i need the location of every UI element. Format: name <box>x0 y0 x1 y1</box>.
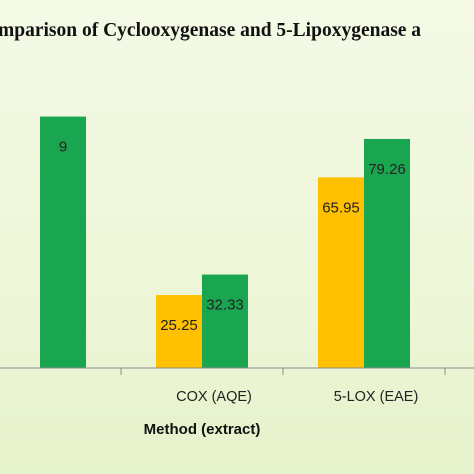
bar <box>364 138 410 368</box>
bar <box>156 295 202 368</box>
data-label: 25.25 <box>160 317 198 334</box>
bars-layer <box>40 116 410 368</box>
x-axis-title: Method (extract) <box>144 421 261 438</box>
bar <box>318 177 364 368</box>
bar <box>202 274 248 368</box>
x-tick-label: 5-LOX (EAE) <box>334 389 419 405</box>
data-label: 79.26 <box>368 161 406 178</box>
data-label: 32.33 <box>206 297 244 314</box>
data-label: 9 <box>59 139 67 156</box>
bar <box>40 116 86 368</box>
category-labels-layer: COX (AQE)5-LOX (EAE)5-LOX (AC <box>176 389 419 405</box>
x-ticks-layer <box>120 368 446 375</box>
x-tick-label: COX (AQE) <box>176 389 252 405</box>
data-label: 65.95 <box>322 199 360 216</box>
chart-title: mparison of Cyclooxygenase and 5-Lipoxyg… <box>0 20 422 41</box>
